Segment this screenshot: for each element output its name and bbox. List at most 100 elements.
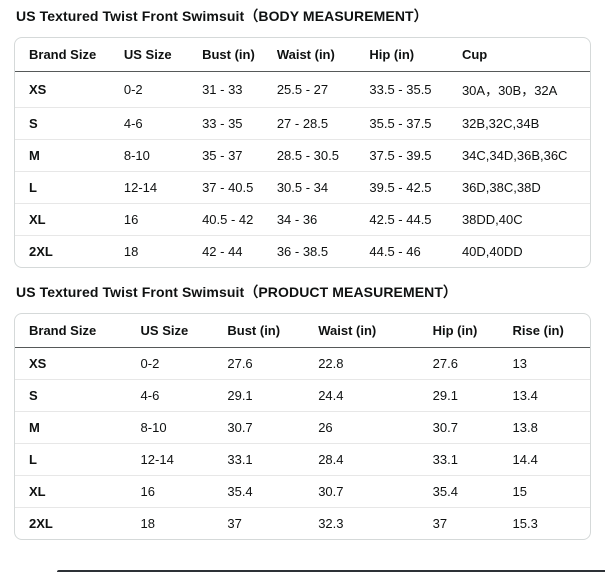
measurement-cell: 29.1 (418, 380, 499, 412)
measurement-cell: 33.1 (213, 444, 305, 476)
column-header-bust-in: Bust (in) (188, 38, 263, 72)
body-measurement-table-wrap: Brand Size US Size Bust (in) Waist (in) Hip … (14, 37, 591, 268)
measurement-cell: 36D,38C,38D (447, 172, 590, 204)
row-size-label: XS (15, 72, 110, 108)
measurement-cell: 37.5 - 39.5 (355, 140, 448, 172)
measurement-cell: 16 (109, 204, 189, 236)
measurement-cell: 39.5 - 42.5 (355, 172, 448, 204)
product-measurement-title: US Textured Twist Front Swimsuit（PRODUCT… (16, 284, 458, 300)
measurement-cell: 0-2 (126, 348, 214, 380)
measurement-cell: 18 (123, 244, 139, 259)
measurement-cell: 28.4 (304, 444, 419, 476)
row-size-label: 2XL (29, 244, 53, 259)
measurement-cell: 30.7 (304, 476, 419, 508)
measurement-cell: 40.5 - 42 (188, 204, 263, 236)
size-chart-section-product-measurement: US Textured Twist Front Swimsuit（PRODUCT… (14, 284, 591, 540)
measurement-cell: 38DD,40C (447, 204, 590, 236)
measurement-cell: 36 - 38.5 (276, 244, 329, 259)
size-chart-section-body-measurement: US Textured Twist Front Swimsuit（BODY ME… (14, 8, 591, 268)
column-header-hip-in: Hip (in) (418, 314, 499, 348)
measurement-cell: 27.6 (213, 348, 305, 380)
row-size-label: 2XL (29, 516, 53, 531)
measurement-cell: 34 - 36 (262, 204, 356, 236)
measurement-cell: 18 (140, 516, 156, 531)
measurement-cell: 37 - 40.5 (188, 172, 263, 204)
table-row: XL 16 40.5 - 42 34 - 36 42.5 - 44.5 38DD,40C (15, 204, 590, 236)
table-row: XL 16 35.4 30.7 35.4 15 (15, 476, 590, 508)
measurement-cell: 31 - 33 (188, 72, 263, 108)
measurement-cell: 35.5 - 37.5 (355, 108, 448, 140)
measurement-cell: 26 (304, 412, 419, 444)
column-header-hip-in: Hip (in) (355, 38, 448, 72)
measurement-cell: 13.8 (498, 412, 590, 444)
product-measurement-table-wrap: Brand Size US Size Bust (in) Waist (in) Hip … (14, 313, 591, 540)
measurement-cell: 35.4 (213, 476, 305, 508)
measurement-cell: 12-14 (126, 444, 214, 476)
product-measurement-table: Brand Size US Size Bust (in) Waist (in) Hip … (14, 313, 591, 540)
measurement-cell: 33.1 (418, 444, 499, 476)
measurement-cell: 32B,32C,34B (447, 108, 590, 140)
measurement-cell: 29.1 (213, 380, 305, 412)
column-header-us-size: US Size (126, 314, 214, 348)
measurement-cell: 4-6 (126, 380, 214, 412)
measurement-cell: 37 (432, 516, 448, 531)
column-header-us-size: US Size (109, 38, 189, 72)
row-size-label: XL (15, 476, 127, 508)
table-row: 2XL 18 42 - 44 36 - 38.5 44.5 - 46 40D,40DD (15, 236, 590, 267)
table-row: M 8-10 30.7 26 30.7 13.8 (15, 412, 590, 444)
body-measurement-table: Brand Size US Size Bust (in) Waist (in) Hip … (14, 37, 591, 268)
body-measurement-title: US Textured Twist Front Swimsuit（BODY ME… (16, 8, 428, 24)
column-header-waist-in: Waist (in) (304, 314, 419, 348)
table-row: L 12-14 33.1 28.4 33.1 14.4 (15, 444, 590, 476)
measurement-cell: 30.7 (418, 412, 499, 444)
measurement-cell: 35 - 37 (188, 140, 263, 172)
measurement-cell: 8-10 (126, 412, 214, 444)
table-row: XS 0-2 31 - 33 25.5 - 27 33.5 - 35.5 30A，30B，… (15, 72, 590, 108)
measurement-cell: 13.4 (498, 380, 590, 412)
measurement-cell: 32.3 (318, 516, 344, 531)
measurement-cell: 30.5 - 34 (262, 172, 356, 204)
measurement-cell: 24.4 (304, 380, 419, 412)
measurement-cell: 44.5 - 46 (369, 244, 421, 259)
measurement-cell: 27.6 (418, 348, 499, 380)
measurement-cell: 13 (498, 348, 590, 380)
row-size-label: XL (15, 204, 110, 236)
row-size-label: S (15, 108, 110, 140)
page-bottom-edge-line (57, 570, 605, 572)
measurement-cell: 42 - 44 (202, 244, 243, 259)
column-header-bust-in: Bust (in) (213, 314, 305, 348)
measurement-cell: 35.4 (418, 476, 499, 508)
measurement-cell: 12-14 (109, 172, 189, 204)
row-size-label: S (15, 380, 127, 412)
measurement-cell: 22.8 (304, 348, 419, 380)
table-row: 2XL 18 37 32.3 37 15.3 (15, 508, 590, 539)
measurement-cell: 30.7 (213, 412, 305, 444)
measurement-cell: 33 - 35 (188, 108, 263, 140)
measurement-cell: 34C,34D,36B,36C (447, 140, 590, 172)
measurement-cell: 40D,40DD (461, 244, 523, 259)
measurement-cell: 37 (227, 516, 242, 531)
table-row: L 12-14 37 - 40.5 30.5 - 34 39.5 - 42.5 36D,3… (15, 172, 590, 204)
column-header-rise-in: Rise (in) (498, 314, 590, 348)
measurement-cell: 30A，30B，32A (447, 72, 590, 108)
row-size-label: M (15, 140, 110, 172)
header-row: Brand Size US Size Bust (in) Waist (in) Hip … (15, 38, 590, 72)
table-row: XS 0-2 27.6 22.8 27.6 13 (15, 348, 590, 380)
table-row: S 4-6 29.1 24.4 29.1 13.4 (15, 380, 590, 412)
table-row: S 4-6 33 - 35 27 - 28.5 35.5 - 37.5 32B,32C,3… (15, 108, 590, 140)
measurement-cell: 4-6 (109, 108, 189, 140)
measurement-cell: 15.3 (512, 516, 538, 531)
measurement-cell: 15 (498, 476, 590, 508)
table-row: M 8-10 35 - 37 28.5 - 30.5 37.5 - 39.5 34C,34… (15, 140, 590, 172)
measurement-cell: 25.5 - 27 (262, 72, 356, 108)
measurement-cell: 14.4 (498, 444, 590, 476)
column-header-brand-size: Brand Size (15, 38, 110, 72)
row-size-label: M (15, 412, 127, 444)
section-gap (14, 268, 591, 284)
column-header-brand-size: Brand Size (15, 314, 127, 348)
measurement-cell: 16 (126, 476, 214, 508)
measurement-cell: 8-10 (109, 140, 189, 172)
measurement-cell: 0-2 (109, 72, 189, 108)
row-size-label: XS (15, 348, 127, 380)
column-header-waist-in: Waist (in) (262, 38, 356, 72)
